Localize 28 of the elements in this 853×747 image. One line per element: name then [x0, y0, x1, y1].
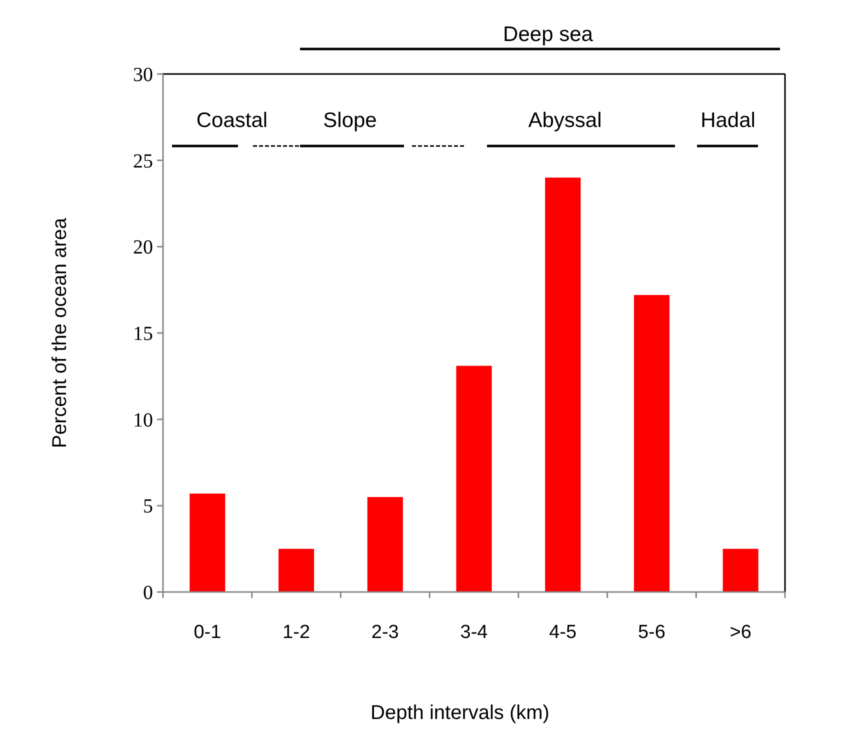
- y-tick-label: 10: [133, 409, 153, 432]
- bar: [456, 366, 492, 592]
- x-axis-title: Depth intervals (km): [370, 702, 550, 724]
- text: Deep sea: [503, 23, 594, 46]
- x-tick-label: 0-1: [194, 622, 222, 643]
- annotation: Hadal: [700, 109, 756, 132]
- y-axis-title: Percent of the ocean area: [49, 217, 71, 448]
- x-tick-label: 2-3: [371, 622, 399, 643]
- annotation: Coastal: [196, 109, 268, 132]
- annotation: Abyssal: [528, 109, 602, 132]
- y-tick-label: 30: [133, 64, 153, 86]
- x-tick-label: 5-6: [638, 622, 666, 643]
- y-tick-label: 20: [133, 236, 153, 259]
- y-tick-label: 15: [133, 323, 153, 345]
- y-tick-label: 5: [143, 496, 153, 518]
- bar: [545, 178, 581, 592]
- bar: [634, 295, 670, 592]
- bar: [278, 548, 314, 592]
- bar: [722, 548, 758, 592]
- bar: [190, 494, 226, 592]
- bar: [367, 497, 403, 592]
- y-tick-label: 25: [133, 150, 153, 172]
- annotation: Slope: [323, 109, 377, 132]
- y-tick-label: 0: [143, 582, 153, 604]
- x-tick-label: >6: [730, 622, 752, 643]
- x-tick-label: 4-5: [549, 622, 577, 643]
- x-tick-label: 3-4: [460, 622, 488, 643]
- x-tick-label: 1-2: [282, 622, 310, 643]
